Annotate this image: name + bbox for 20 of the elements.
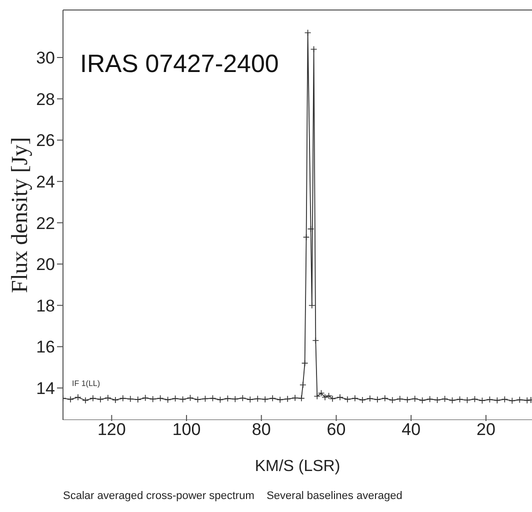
y-tick-label: 14 bbox=[36, 379, 55, 398]
annotation: IF 1(LL) bbox=[72, 379, 100, 389]
x-tick-label: 100 bbox=[172, 420, 201, 440]
x-tick-label: 20 bbox=[476, 420, 496, 440]
y-tick-label: 30 bbox=[36, 48, 55, 68]
x-tick-label: 60 bbox=[326, 420, 346, 440]
text: Scalar averaged cross-power spectrum Several baselines averaged bbox=[63, 490, 402, 502]
x-tick-label: 80 bbox=[252, 420, 271, 440]
y-tick-label: 20 bbox=[36, 255, 55, 274]
y-tick-label: 28 bbox=[36, 90, 55, 109]
y-tick-label: 26 bbox=[36, 131, 55, 150]
x-axis-title: KM/S (LSR) bbox=[254, 458, 342, 476]
annotation: IRAS 07427-2400 bbox=[80, 50, 279, 79]
y-tick-label: 24 bbox=[36, 172, 55, 192]
x-tick-label: 120 bbox=[97, 420, 126, 440]
y-axis-title: Flux density [Jy] bbox=[7, 137, 33, 293]
y-tick-label: 16 bbox=[36, 338, 55, 357]
x-tick-label: 40 bbox=[402, 420, 421, 440]
y-tick-label: 18 bbox=[36, 296, 55, 316]
y-tick-label: 22 bbox=[36, 214, 55, 233]
